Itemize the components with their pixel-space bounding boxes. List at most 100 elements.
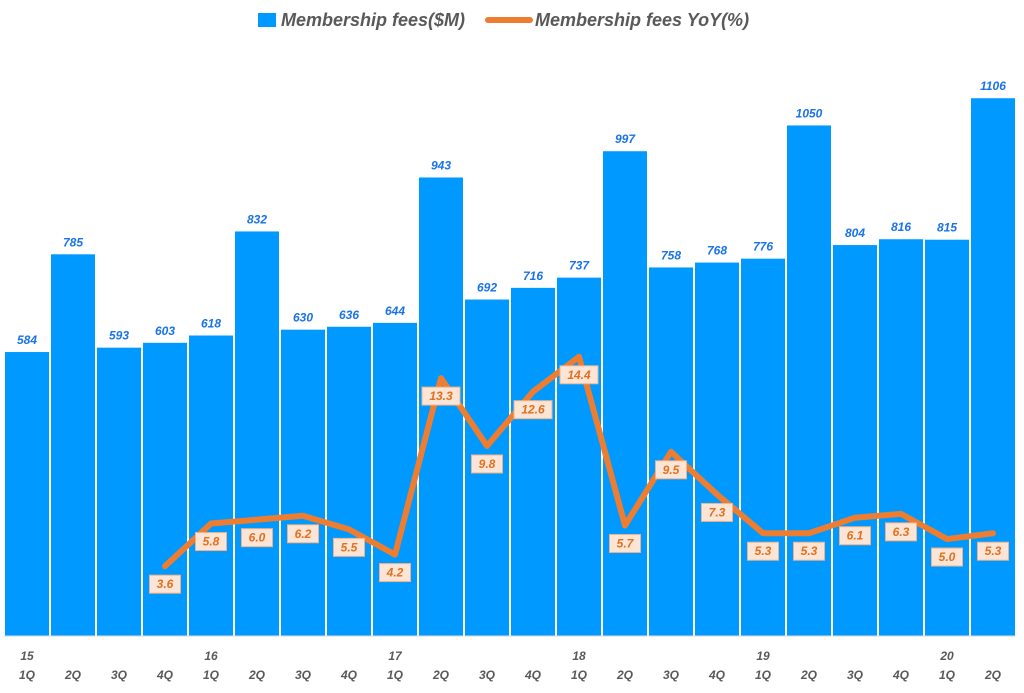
yoy-label-box bbox=[609, 533, 641, 553]
x-year-label: 19 bbox=[756, 649, 770, 663]
x-tick-label: 2Q bbox=[984, 668, 1002, 682]
bar bbox=[557, 277, 601, 636]
x-year-label: 15 bbox=[20, 649, 34, 663]
bar-value-label: 943 bbox=[431, 158, 451, 172]
x-tick-label: 1Q bbox=[203, 668, 220, 682]
yoy-label-box bbox=[513, 400, 553, 420]
yoy-value-label: 13.3 bbox=[429, 389, 453, 403]
x-tick-label: 3Q bbox=[111, 668, 128, 682]
legend-label-bar: Membership fees($M) bbox=[281, 10, 465, 30]
bar-value-label: 636 bbox=[339, 308, 359, 322]
bar-value-label: 644 bbox=[385, 304, 405, 318]
yoy-line bbox=[162, 353, 996, 570]
bar-value-label: 804 bbox=[845, 226, 865, 240]
yoy-value-label: 5.3 bbox=[985, 544, 1002, 558]
x-tick-label: 4Q bbox=[524, 668, 542, 682]
x-tick-label: 4Q bbox=[340, 668, 358, 682]
x-tick-label: 3Q bbox=[479, 668, 496, 682]
yoy-value-label: 5.0 bbox=[939, 550, 956, 564]
bar-value-label: 832 bbox=[247, 212, 267, 226]
yoy-value-label: 5.3 bbox=[755, 544, 772, 558]
x-tick-label: 1Q bbox=[387, 668, 404, 682]
yoy-label-box bbox=[241, 528, 273, 548]
bar-value-label: 737 bbox=[569, 259, 590, 273]
bar bbox=[879, 239, 923, 636]
x-tick-label: 2Q bbox=[616, 668, 634, 682]
bar bbox=[925, 239, 969, 637]
bar-value-label: 1050 bbox=[796, 106, 823, 120]
yoy-label-box bbox=[379, 563, 411, 583]
yoy-label-box bbox=[471, 454, 503, 474]
bar bbox=[51, 254, 95, 637]
yoy-label-box bbox=[885, 522, 917, 542]
bar bbox=[373, 322, 417, 636]
x-year-label: 17 bbox=[388, 649, 403, 663]
bar-value-label: 815 bbox=[937, 221, 957, 235]
legend-label-line: Membership fees YoY(%) bbox=[535, 10, 749, 30]
yoy-value-label: 3.6 bbox=[157, 577, 174, 591]
legend-swatch-bar bbox=[258, 13, 276, 27]
yoy-value-label: 9.5 bbox=[663, 463, 680, 477]
bar-value-label: 618 bbox=[201, 317, 221, 331]
x-tick-label: 4Q bbox=[708, 668, 726, 682]
bar-value-label: 758 bbox=[661, 248, 681, 262]
yoy-label-box bbox=[287, 524, 319, 544]
yoy-label-box bbox=[149, 574, 181, 594]
bar-value-label: 692 bbox=[477, 281, 497, 295]
yoy-label-box bbox=[977, 541, 1009, 561]
bar bbox=[281, 329, 325, 636]
yoy-value-label: 7.3 bbox=[709, 505, 726, 519]
x-tick-label: 1Q bbox=[939, 668, 956, 682]
bar bbox=[5, 352, 49, 636]
bar bbox=[235, 231, 279, 637]
x-tick-label: 2Q bbox=[432, 668, 450, 682]
bar-value-label: 593 bbox=[109, 329, 129, 343]
bar bbox=[327, 326, 371, 636]
bar bbox=[741, 258, 785, 636]
bar bbox=[695, 262, 739, 636]
bar bbox=[97, 347, 141, 636]
yoy-value-label: 12.6 bbox=[521, 403, 545, 417]
yoy-label-box bbox=[793, 541, 825, 561]
yoy-label-box bbox=[931, 547, 963, 567]
yoy-value-label: 5.3 bbox=[801, 544, 818, 558]
yoy-value-label: 5.8 bbox=[203, 535, 220, 549]
x-tick-label: 2Q bbox=[248, 668, 266, 682]
x-tick-label: 1Q bbox=[755, 668, 772, 682]
bar-value-label: 776 bbox=[753, 240, 773, 254]
x-tick-label: 3Q bbox=[663, 668, 680, 682]
x-tick-label: 4Q bbox=[156, 668, 174, 682]
yoy-value-label: 4.2 bbox=[386, 566, 404, 580]
yoy-label-box bbox=[195, 532, 227, 552]
bar bbox=[189, 335, 233, 636]
bar bbox=[511, 287, 555, 636]
bar-value-label: 768 bbox=[707, 244, 727, 258]
x-year-label: 18 bbox=[572, 649, 586, 663]
x-tick-label: 2Q bbox=[64, 668, 82, 682]
bar bbox=[603, 151, 647, 636]
yoy-label-box bbox=[333, 537, 365, 557]
bar-value-label: 716 bbox=[523, 269, 543, 283]
yoy-label-box bbox=[559, 365, 599, 385]
yoy-value-label: 9.8 bbox=[479, 457, 496, 471]
yoy-value-label: 5.7 bbox=[617, 536, 635, 550]
x-tick-label: 2Q bbox=[800, 668, 818, 682]
bar-value-label: 630 bbox=[293, 311, 313, 325]
yoy-value-label: 6.3 bbox=[893, 525, 910, 539]
x-tick-label: 1Q bbox=[19, 668, 36, 682]
x-year-label: 16 bbox=[204, 649, 218, 663]
yoy-label-box bbox=[839, 526, 871, 546]
yoy-label-box bbox=[655, 460, 687, 480]
yoy-label-box bbox=[421, 386, 461, 406]
legend: Membership fees($M) Membership fees YoY(… bbox=[258, 10, 749, 30]
yoy-value-label: 5.5 bbox=[341, 540, 358, 554]
bar-value-label: 816 bbox=[891, 220, 911, 234]
bar-value-label: 785 bbox=[63, 235, 83, 249]
bar-value-label: 997 bbox=[615, 132, 636, 146]
bar bbox=[833, 245, 877, 637]
yoy-value-label: 6.1 bbox=[847, 529, 864, 543]
bar-value-label: 1106 bbox=[980, 79, 1006, 93]
yoy-value-label: 6.0 bbox=[249, 531, 266, 545]
x-tick-label: 1Q bbox=[571, 668, 588, 682]
